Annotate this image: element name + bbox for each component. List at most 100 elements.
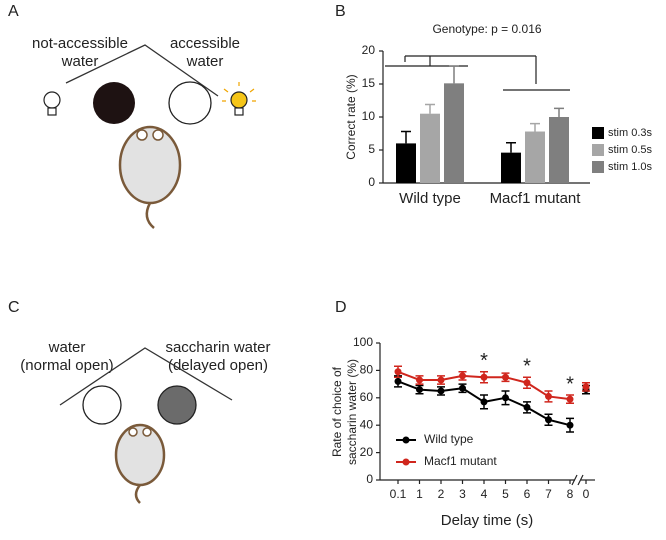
roof: [65, 44, 219, 97]
panel-letter: A: [8, 3, 19, 20]
bar: [396, 143, 416, 183]
axis-break: [577, 474, 584, 486]
diagram-label: water: [48, 339, 86, 356]
y-axis-label: Rate of choice of: [330, 366, 344, 457]
x-tick-label: 0: [583, 487, 590, 501]
series-line: [548, 418, 571, 427]
y-tick-label: 0: [368, 175, 375, 189]
legend-label: Wild type: [424, 432, 474, 446]
x-tick-label: 4: [481, 487, 488, 501]
panel-letter: D: [335, 299, 347, 316]
series-line: [505, 396, 528, 409]
y-tick-label: 60: [360, 390, 374, 404]
data-point: [480, 398, 488, 406]
y-tick-label: 0: [366, 472, 373, 486]
legend-swatch: [592, 144, 604, 156]
y-tick-label: 5: [368, 142, 375, 156]
diagram-label: accessible: [170, 35, 240, 52]
x-axis-label: Delay time (s): [441, 512, 534, 529]
y-tick-label: 10: [362, 109, 376, 123]
data-point: [416, 386, 423, 394]
legend-label: stim 1.0s: [608, 161, 653, 173]
bar: [444, 83, 464, 183]
bar: [549, 117, 569, 183]
error-bar: [449, 65, 459, 84]
panel-letter: B: [335, 3, 346, 20]
legend-label: stim 0.5s: [608, 144, 653, 156]
y-tick-label: 40: [360, 417, 374, 431]
white-spout: [168, 81, 212, 125]
error-bar: [425, 103, 435, 114]
grey-spout: [157, 385, 197, 425]
y-tick-label: 100: [353, 335, 373, 349]
data-point: [545, 416, 552, 424]
diagram-label: (normal open): [20, 357, 113, 374]
data-point: [582, 383, 590, 391]
legend-marker: [402, 458, 410, 466]
data-point: [523, 403, 531, 411]
axis-break: [571, 474, 578, 486]
panel-letter: C: [8, 299, 20, 316]
error-bar: [554, 107, 564, 117]
legend-label: Macf1 mutant: [424, 454, 497, 468]
x-tick-label: 0.1: [390, 487, 407, 501]
y-tick-label: 15: [362, 76, 376, 90]
significance-mark: *: [566, 373, 574, 395]
data-point: [459, 384, 466, 392]
data-point: [502, 394, 509, 402]
legend-label: stim 0.3s: [608, 127, 653, 139]
y-tick-label: 20: [362, 43, 376, 57]
y-tick-label: 80: [360, 363, 374, 377]
data-point: [566, 421, 574, 429]
dark-spout: [93, 82, 135, 124]
y-axis-label: Correct rate (%): [344, 74, 358, 159]
data-point: [545, 392, 552, 400]
data-point: [459, 372, 466, 380]
data-point: [437, 387, 445, 395]
diagram-label: not-accessible: [32, 35, 128, 52]
legend-swatch: [592, 127, 604, 139]
mouse: [118, 125, 182, 229]
series-line: [397, 380, 420, 391]
series-line: [462, 374, 485, 379]
annotation: Genotype: p = 0.016: [432, 22, 541, 36]
white-spout: [82, 385, 122, 425]
series-line: [526, 381, 550, 398]
significance-mark: *: [480, 350, 488, 372]
series-line: [461, 387, 485, 403]
error-bar: [401, 130, 411, 144]
x-tick-label: 1: [416, 487, 423, 501]
x-tick-label: Wild type: [399, 190, 461, 207]
data-point: [480, 373, 488, 381]
x-tick-label: 7: [545, 487, 552, 501]
mouse: [114, 423, 166, 504]
error-bar: [530, 122, 540, 132]
x-tick-label: 6: [524, 487, 531, 501]
significance-mark: *: [523, 356, 531, 378]
bar: [501, 152, 521, 183]
diagram-label: saccharin water: [165, 339, 270, 356]
y-tick-label: 20: [360, 445, 374, 459]
bulb-off: [43, 91, 61, 116]
error-bar: [506, 141, 516, 153]
x-tick-label: 2: [438, 487, 445, 501]
legend-marker: [402, 436, 410, 444]
series-line: [548, 395, 571, 401]
diagram-label: (delayed open): [168, 357, 268, 374]
x-tick-label: 5: [502, 487, 509, 501]
series-line: [397, 370, 420, 381]
bar: [525, 131, 545, 183]
series-line: [505, 376, 528, 384]
x-tick-label: Macf1 mutant: [490, 190, 582, 207]
series-line: [483, 396, 506, 403]
bar: [420, 113, 440, 183]
series-line: [440, 374, 463, 381]
x-tick-label: 3: [459, 487, 466, 501]
legend-swatch: [592, 161, 604, 173]
y-axis-label: saccharin water (%): [345, 359, 359, 465]
series-line: [526, 406, 549, 421]
data-point: [523, 379, 531, 387]
data-point: [437, 376, 445, 384]
data-point: [394, 368, 402, 376]
